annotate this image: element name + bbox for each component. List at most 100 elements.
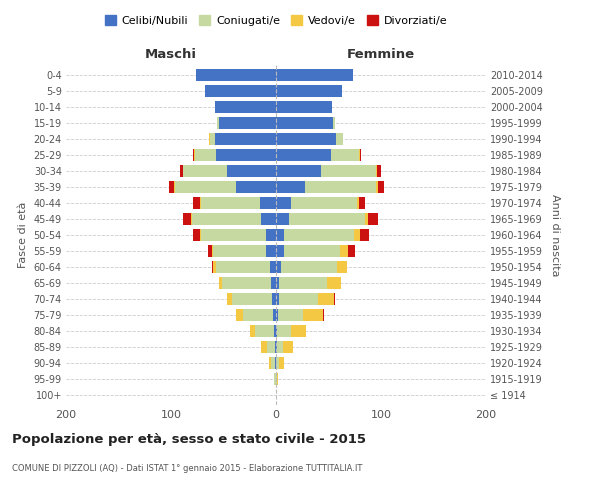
Bar <box>200 197 202 209</box>
Bar <box>216 149 276 161</box>
Bar <box>215 133 276 145</box>
Bar <box>205 84 276 96</box>
Bar <box>323 309 325 321</box>
Bar <box>269 358 271 370</box>
Bar <box>273 309 276 321</box>
Bar <box>276 229 284 241</box>
Bar <box>208 245 212 257</box>
Bar <box>290 197 357 209</box>
Bar <box>276 100 332 112</box>
Bar <box>365 213 368 225</box>
Bar <box>276 213 289 225</box>
Legend: Celibi/Nubili, Coniugati/e, Vedovi/e, Divorziati/e: Celibi/Nubili, Coniugati/e, Vedovi/e, Di… <box>100 10 452 30</box>
Bar <box>354 229 360 241</box>
Bar <box>182 165 227 177</box>
Bar <box>277 325 290 337</box>
Bar <box>236 309 244 321</box>
Bar <box>368 213 378 225</box>
Bar <box>276 341 277 353</box>
Bar <box>202 197 260 209</box>
Bar <box>276 245 284 257</box>
Bar <box>223 277 271 289</box>
Text: Femmine: Femmine <box>347 48 415 61</box>
Bar <box>236 181 276 193</box>
Bar <box>360 149 361 161</box>
Bar <box>260 197 276 209</box>
Bar <box>283 341 293 353</box>
Bar <box>278 309 304 321</box>
Bar <box>271 358 275 370</box>
Bar <box>232 293 272 305</box>
Bar <box>174 181 175 193</box>
Bar <box>359 197 365 209</box>
Bar <box>276 197 290 209</box>
Bar <box>331 149 359 161</box>
Bar <box>359 149 360 161</box>
Bar <box>284 229 353 241</box>
Bar <box>328 277 341 289</box>
Bar <box>212 245 213 257</box>
Bar <box>182 213 191 225</box>
Bar <box>349 245 355 257</box>
Bar <box>216 261 270 273</box>
Y-axis label: Anni di nascita: Anni di nascita <box>550 194 560 276</box>
Bar <box>360 229 370 241</box>
Bar <box>276 325 277 337</box>
Bar <box>227 293 232 305</box>
Bar <box>274 374 276 386</box>
Bar <box>277 374 278 386</box>
Bar <box>255 325 274 337</box>
Bar <box>279 293 318 305</box>
Bar <box>265 245 276 257</box>
Bar <box>332 116 335 128</box>
Bar <box>289 213 365 225</box>
Bar <box>276 309 278 321</box>
Bar <box>276 68 353 80</box>
Bar <box>340 245 349 257</box>
Bar <box>336 133 343 145</box>
Bar <box>276 133 336 145</box>
Bar <box>321 165 376 177</box>
Text: Maschi: Maschi <box>145 48 197 61</box>
Bar <box>213 245 265 257</box>
Bar <box>275 358 276 370</box>
Bar <box>227 165 276 177</box>
Bar <box>304 309 323 321</box>
Bar <box>272 293 276 305</box>
Text: COMUNE DI PIZZOLI (AQ) - Dati ISTAT 1° gennaio 2015 - Elaborazione TUTTITALIA.IT: COMUNE DI PIZZOLI (AQ) - Dati ISTAT 1° g… <box>12 464 362 473</box>
Bar <box>334 293 335 305</box>
Bar <box>279 358 284 370</box>
Bar <box>209 133 210 145</box>
Bar <box>275 341 276 353</box>
Bar <box>265 229 276 241</box>
Bar <box>266 341 275 353</box>
Bar <box>376 181 378 193</box>
Bar <box>215 100 276 112</box>
Bar <box>318 293 334 305</box>
Bar <box>213 261 216 273</box>
Bar <box>290 325 307 337</box>
Bar <box>262 341 266 353</box>
Bar <box>378 181 384 193</box>
Bar <box>244 309 273 321</box>
Text: Popolazione per età, sesso e stato civile - 2015: Popolazione per età, sesso e stato civil… <box>12 432 366 446</box>
Bar <box>250 325 255 337</box>
Bar <box>276 277 279 289</box>
Bar <box>191 213 192 225</box>
Bar <box>192 213 262 225</box>
Bar <box>276 165 321 177</box>
Y-axis label: Fasce di età: Fasce di età <box>18 202 28 268</box>
Bar <box>276 293 279 305</box>
Bar <box>217 116 220 128</box>
Bar <box>194 149 195 161</box>
Bar <box>181 165 182 177</box>
Bar <box>220 277 223 289</box>
Bar <box>276 149 331 161</box>
Bar <box>196 68 276 80</box>
Bar <box>276 358 279 370</box>
Bar <box>276 84 342 96</box>
Bar <box>200 229 202 241</box>
Bar <box>274 325 276 337</box>
Bar <box>276 374 277 386</box>
Bar <box>277 341 283 353</box>
